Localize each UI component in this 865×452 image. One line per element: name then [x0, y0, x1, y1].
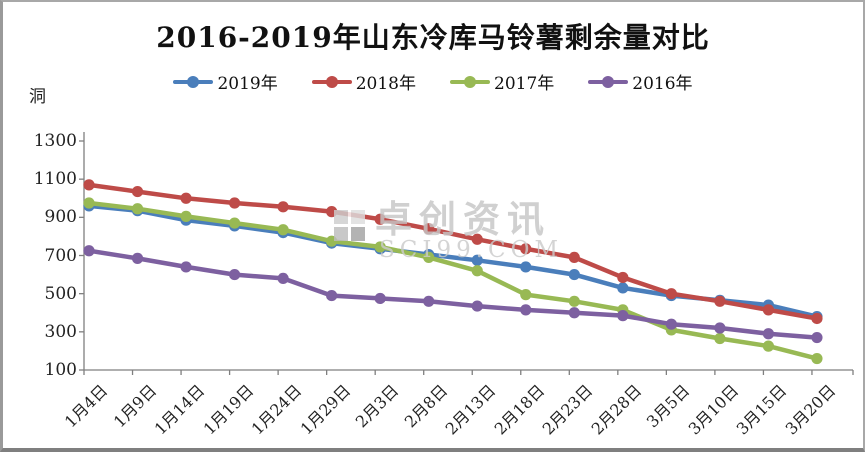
legend: 2019年 2018年 2017年 2016年: [3, 69, 863, 94]
y-axis-unit-label: 洞: [29, 87, 46, 107]
plot-area: [79, 132, 854, 375]
legend-marker-icon: [311, 75, 352, 88]
legend-marker-icon: [450, 75, 490, 88]
y-tick-label: 300: [44, 321, 77, 342]
y-tick-label: 1100: [33, 169, 77, 190]
legend-marker-icon: [173, 75, 214, 88]
y-tick-label: 900: [44, 207, 77, 228]
y-tick-label: 100: [44, 360, 77, 380]
y-tick-label: 700: [44, 245, 77, 266]
legend-marker-icon: [588, 75, 629, 88]
chart-title: 2016-2019年山东冷库马铃薯剩余量对比: [156, 21, 710, 54]
legend-label: 2017年: [494, 74, 555, 94]
legend-label: 2019年: [217, 74, 278, 94]
legend-item-2017: 2017年: [450, 69, 554, 94]
legend-label: 2016年: [632, 74, 693, 94]
y-tick-label: 500: [44, 283, 77, 304]
legend-label: 2018年: [355, 74, 416, 94]
legend-item-2018: 2018年: [311, 69, 416, 94]
y-tick-label: 1300: [33, 131, 77, 151]
legend-item-2016: 2016年: [588, 69, 693, 94]
legend-item-2019: 2019年: [173, 69, 278, 94]
